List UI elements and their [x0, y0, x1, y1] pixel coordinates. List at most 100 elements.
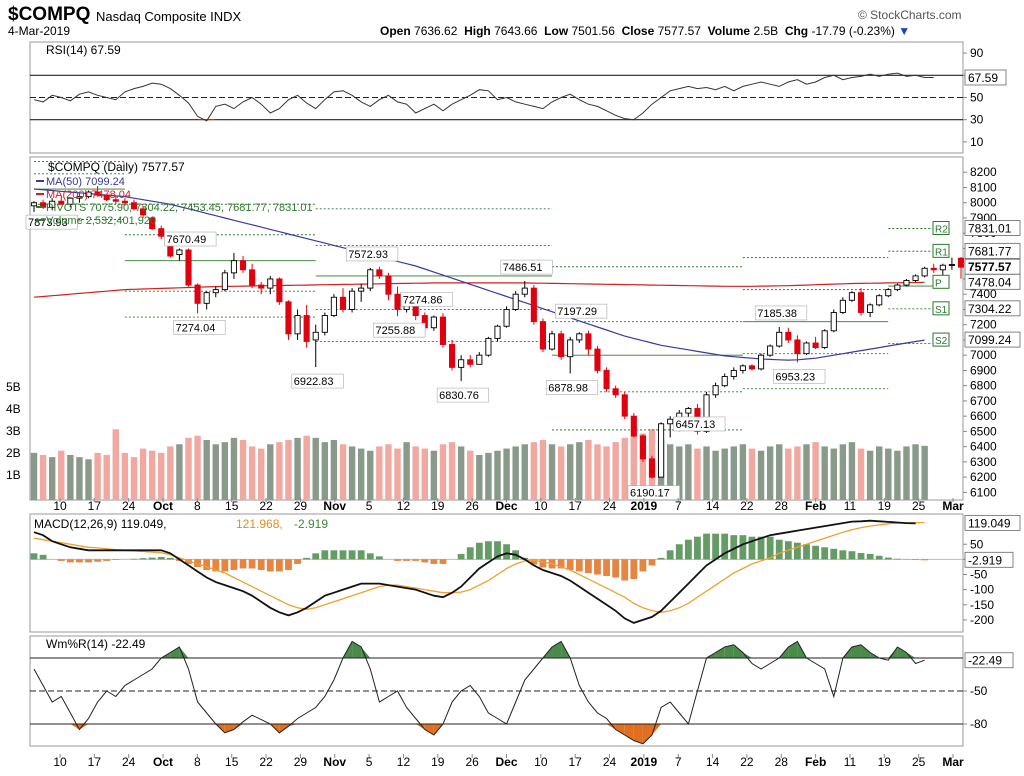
macd-histogram-bar	[294, 559, 301, 564]
price-annotation: 7274.86	[403, 294, 443, 306]
wmr-x-label: 29	[294, 755, 308, 769]
price-annotation-box	[554, 303, 608, 319]
wmr-oversold-fill	[424, 724, 434, 735]
volume-bar	[494, 450, 501, 500]
candle-body	[185, 249, 192, 286]
macd-y-label: -200	[970, 613, 994, 627]
macd-histogram-bar	[503, 544, 510, 560]
macd-histogram-bar	[403, 559, 411, 561]
price-annotation: 7185.38	[757, 308, 797, 320]
candle-body	[567, 339, 574, 358]
volume-bar	[30, 452, 38, 500]
volume-bar	[258, 448, 265, 500]
macd-histogram-bar	[30, 553, 38, 560]
symbol-title: $COMPQ	[8, 4, 91, 25]
candle-body	[539, 321, 546, 350]
price-x-label: 24	[122, 499, 136, 513]
volume-bar	[130, 457, 138, 500]
macd-histogram-bar	[539, 559, 547, 568]
volume-bar	[739, 444, 747, 500]
chg-value: -17.79 (-0.23%)	[811, 24, 895, 38]
macd-histogram-bar	[530, 559, 538, 565]
macd-last-value-box	[964, 514, 1021, 531]
candle-body	[121, 200, 128, 204]
macd-histogram-bar	[266, 559, 274, 572]
candle-body	[339, 296, 347, 310]
price-annotation: 7274.04	[176, 322, 216, 334]
price-annotation-box	[25, 214, 78, 230]
candle-body	[594, 348, 601, 371]
candle-body	[358, 287, 365, 292]
macd-histogram-bar	[185, 559, 192, 564]
price-x-label: Mar	[942, 499, 964, 513]
macd-histogram-bar	[103, 559, 111, 561]
rsi-last-value-box	[964, 69, 1007, 86]
price-y-label: 6500	[970, 424, 997, 438]
candle-body	[667, 418, 674, 425]
wmr-x-label: 24	[122, 755, 136, 769]
macd-histogram-bar	[194, 559, 201, 567]
macd-histogram-bar	[330, 550, 338, 560]
volume-bar	[694, 448, 701, 500]
macd-histogram-bar	[157, 556, 165, 560]
wmr-x-label: 28	[775, 755, 789, 769]
volume-bar	[703, 446, 710, 500]
price-annotation-box	[173, 320, 226, 335]
volume-bar	[394, 448, 401, 500]
macd-histogram-bar	[348, 550, 356, 560]
volume-bar	[376, 446, 383, 500]
price-right-value-box	[964, 273, 1021, 290]
macd-histogram-bar	[612, 559, 620, 578]
volume-bar	[776, 444, 783, 500]
macd-histogram-bar	[339, 550, 347, 560]
price-x-label: Dec	[495, 499, 517, 513]
price-x-label: 11	[844, 499, 857, 513]
wmr-x-label: 17	[88, 755, 102, 769]
macd-panel	[29, 513, 964, 633]
pivot-tag-box	[932, 274, 950, 289]
price-annotation: 7197.29	[557, 306, 597, 318]
volume-bar	[76, 457, 83, 500]
candle-body	[94, 191, 101, 196]
dropdown-arrow-icon[interactable]: ▼	[898, 24, 911, 38]
price-annotation: 6830.76	[439, 390, 479, 402]
macd-histogram-bar	[694, 536, 701, 560]
pivot-tag: R1	[935, 247, 948, 258]
volume-bar	[230, 437, 238, 500]
wmr-x-label: 26	[465, 755, 479, 769]
ohlc-summary: Open 7636.62 High 7643.66 Low 7501.56 Cl…	[380, 24, 910, 38]
wmr-last-value-box	[964, 652, 1014, 669]
volume-bar	[866, 450, 874, 500]
wmr-oversold-fill	[615, 724, 625, 735]
legend-label: MA(200) 7478.04	[46, 189, 131, 201]
macd-histogram-bar	[839, 550, 847, 560]
wmr-last-value: -22.49	[968, 654, 1002, 668]
candle-body	[648, 458, 656, 478]
macd-histogram-bar	[857, 553, 865, 560]
macd-histogram-bar	[766, 536, 774, 560]
macd-histogram-bar	[303, 557, 311, 560]
wmr-overbought-fill	[179, 647, 189, 658]
price-annotation: 7255.88	[376, 325, 416, 337]
price-y-label: 6700	[970, 394, 997, 408]
volume-bar	[876, 446, 883, 500]
volume-bar	[730, 446, 737, 500]
wmr-oversold-fill	[224, 724, 234, 733]
price-x-label: 25	[912, 499, 926, 513]
price-x-label: 7	[675, 499, 682, 513]
macd-histogram-bar	[566, 559, 574, 570]
price-annotation: 7486.51	[503, 262, 543, 274]
macd-histogram-bar	[684, 539, 692, 560]
price-annotation-box	[164, 231, 217, 247]
candle-body	[630, 415, 637, 437]
candle-body	[621, 394, 628, 417]
pivot-tag: S2	[935, 336, 948, 347]
brand-label[interactable]: © StockCharts.com	[858, 8, 962, 22]
volume-bar	[321, 442, 329, 500]
macd-histogram-bar	[884, 557, 892, 560]
candle-body	[548, 333, 556, 350]
candle-body	[67, 197, 74, 205]
price-annotation-box	[436, 387, 490, 403]
macd-histogram-bar	[739, 535, 747, 560]
volume-bar	[748, 448, 756, 500]
